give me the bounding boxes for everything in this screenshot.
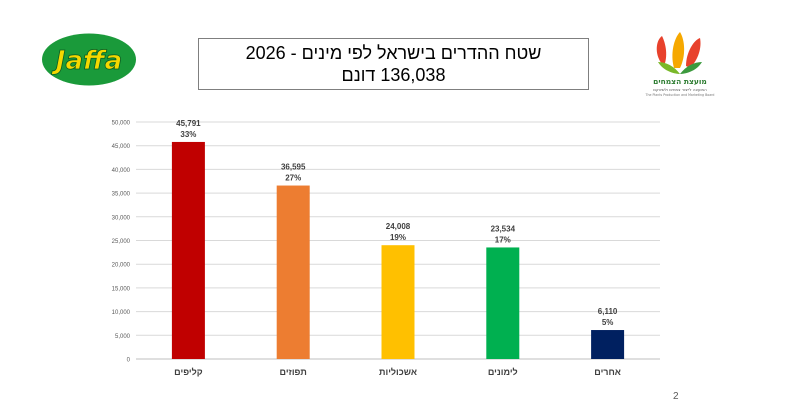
x-tick-label: אשכוליות bbox=[379, 367, 417, 377]
data-label-percent: 17% bbox=[495, 235, 511, 244]
x-tick-label: תפוזים bbox=[280, 367, 307, 377]
title-line-1: שטח ההדרים בישראל לפי מינים - 2026 bbox=[245, 43, 542, 63]
title-line-2: 136,038 דונם bbox=[341, 65, 446, 85]
y-tick-label: 20,000 bbox=[112, 263, 131, 269]
data-label-percent: 27% bbox=[285, 174, 301, 183]
y-tick-label: 25,000 bbox=[112, 239, 131, 245]
data-label-percent: 5% bbox=[602, 318, 614, 327]
jaffa-logo-text: Jaffa bbox=[51, 46, 122, 76]
data-label-value: 24,008 bbox=[386, 222, 411, 231]
data-label-percent: 33% bbox=[180, 130, 196, 139]
plants-board-logo: מועצת הצמחים המועצה לייצור צמחים ולשיווק… bbox=[645, 32, 715, 97]
y-tick-label: 30,000 bbox=[112, 215, 131, 221]
page-number: 2 bbox=[673, 391, 679, 402]
bar bbox=[381, 245, 415, 359]
bar bbox=[591, 330, 625, 359]
y-tick-label: 15,000 bbox=[112, 286, 131, 292]
y-tick-label: 45,000 bbox=[112, 144, 131, 150]
jaffa-logo-oval bbox=[42, 33, 136, 86]
y-tick-label: 10,000 bbox=[112, 310, 131, 316]
bar bbox=[276, 185, 310, 359]
bar bbox=[171, 141, 205, 359]
x-tick-label: אחרים bbox=[594, 367, 621, 377]
y-tick-label: 35,000 bbox=[112, 192, 131, 198]
slide-title: שטח ההדרים בישראל לפי מינים - 2026 136,0… bbox=[198, 38, 589, 90]
board-name: מועצת הצמחים bbox=[653, 77, 707, 86]
y-tick-label: 5,000 bbox=[115, 334, 131, 340]
data-label-value: 23,534 bbox=[491, 224, 516, 233]
data-label-value: 45,791 bbox=[176, 119, 201, 128]
data-label-percent: 19% bbox=[390, 233, 406, 242]
data-label-value: 6,110 bbox=[598, 307, 618, 316]
flower-icon bbox=[656, 32, 702, 74]
x-tick-label: לימונים bbox=[488, 367, 518, 377]
y-tick-label: 0 bbox=[127, 358, 131, 364]
jaffa-logo: Jaffa bbox=[42, 33, 136, 86]
y-tick-label: 40,000 bbox=[112, 168, 131, 174]
y-tick-label: 50,000 bbox=[112, 121, 131, 127]
board-english: The Plants Production and Marketing Boar… bbox=[645, 93, 715, 97]
board-subtitle: המועצה לייצור צמחים ולשיווקם bbox=[653, 87, 707, 92]
bar bbox=[486, 247, 520, 359]
x-tick-label: קליפים bbox=[174, 367, 203, 377]
data-label-value: 36,595 bbox=[281, 163, 306, 172]
